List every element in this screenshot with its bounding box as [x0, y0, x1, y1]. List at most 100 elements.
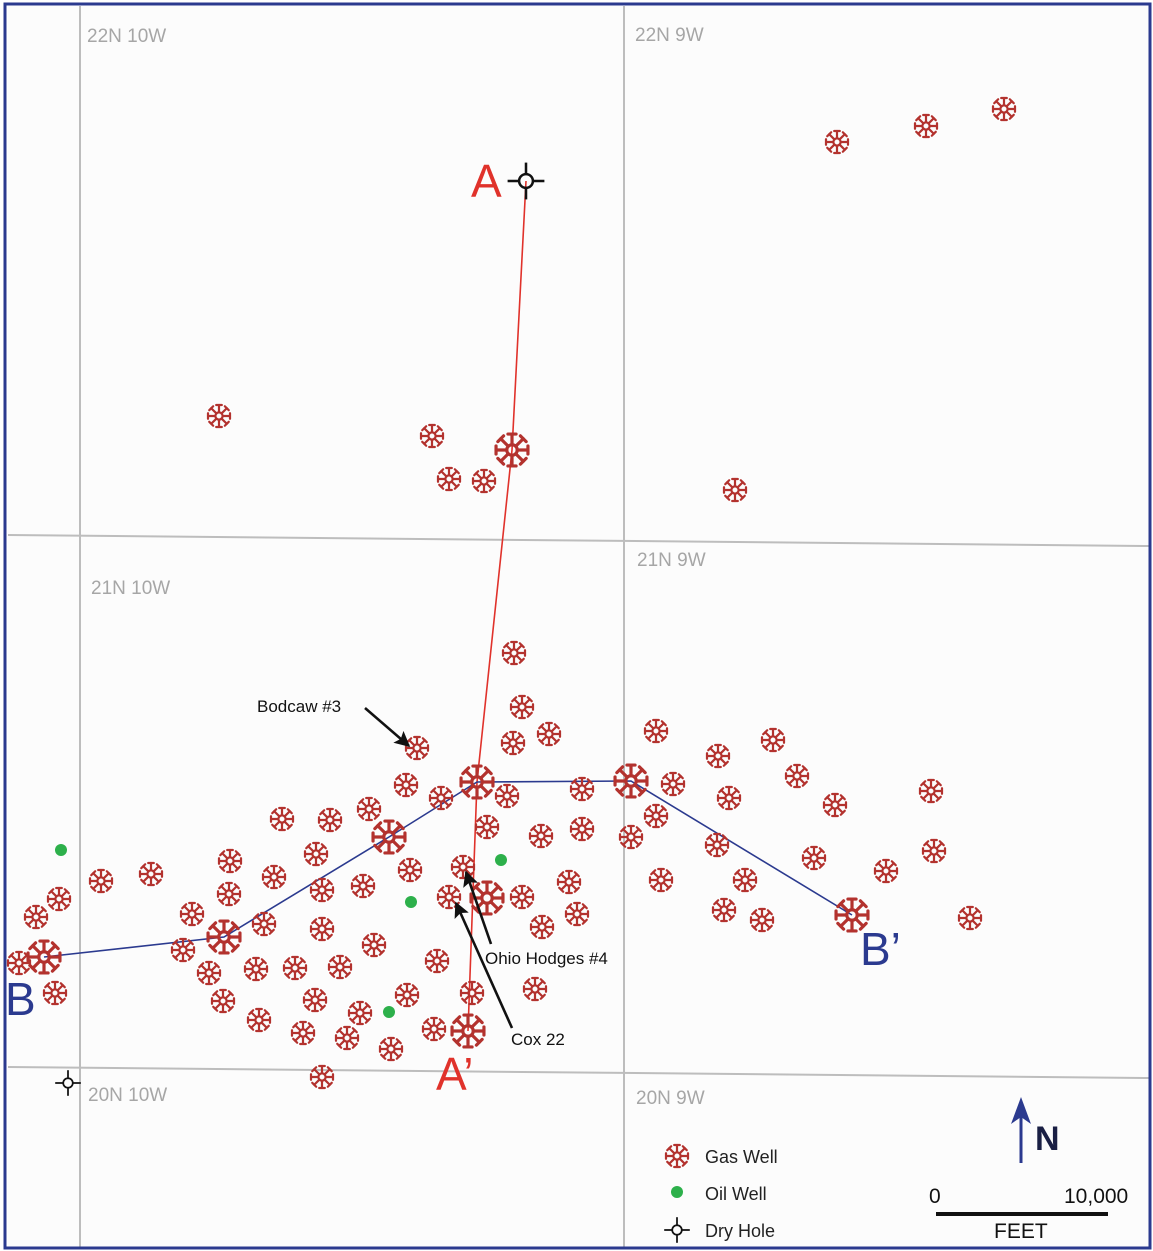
gas-well-icon: [46, 886, 72, 912]
gas-well-icon: [216, 881, 242, 907]
gas-well-icon: [459, 764, 495, 800]
scale-unit-label: FEET: [994, 1220, 1048, 1243]
section-label-a: A: [471, 155, 502, 207]
gas-well-icon: [664, 1143, 690, 1169]
grid-line-h1: [7, 534, 1150, 547]
township-grid: [7, 6, 1150, 1247]
township-label: 22N 9W: [635, 25, 704, 46]
gas-well-icon: [217, 848, 243, 874]
map-background: [8, 6, 1149, 1247]
legend-gas-well-icon: [664, 1143, 690, 1169]
gas-well-icon: [918, 778, 944, 804]
gas-well-icon: [42, 980, 68, 1006]
gas-well-icon: [618, 824, 644, 850]
oil-wells: [55, 844, 507, 1018]
gas-well-icon: [732, 867, 758, 893]
legend-dry-label: Dry Hole: [705, 1221, 775, 1241]
gas-well-icon: [309, 1064, 335, 1090]
legend-oil-well-icon: [671, 1186, 683, 1198]
dry-hole-icon: [507, 162, 545, 200]
gas-well-icon: [991, 96, 1017, 122]
gas-well-icon: [309, 916, 335, 942]
gas-well-icon: [459, 980, 485, 1006]
gas-well-icon: [350, 873, 376, 899]
gas-well-icon: [428, 785, 454, 811]
gas-well-icon: [834, 897, 870, 933]
gas-well-icon: [436, 466, 462, 492]
gas-well-icon: [419, 423, 445, 449]
north-arrow-head-icon: [1011, 1097, 1031, 1124]
callout-bodcaw-arrow: [364, 707, 411, 748]
gas-well-icon: [179, 901, 205, 927]
scale-end-label: 10,000: [1064, 1185, 1128, 1208]
gas-well-icon: [261, 864, 287, 890]
grid-line-h2: [7, 1066, 1150, 1079]
legend: Gas Well Oil Well Dry Hole: [664, 1143, 778, 1243]
gas-well-icon: [469, 880, 505, 916]
gas-well-icon: [23, 904, 49, 930]
callouts: Bodcaw #3 Ohio Hodges #4 Cox 22: [257, 697, 608, 1049]
gas-well-icon: [528, 823, 554, 849]
gas-well-icon: [613, 763, 649, 799]
gas-well-icon: [648, 867, 674, 893]
township-labels: 22N 10W 22N 9W 21N 10W 21N 9W 20N 10W 20…: [87, 25, 706, 1109]
gas-well-icon: [196, 960, 222, 986]
oil-well-icon: [495, 854, 507, 866]
oil-well-icon: [55, 844, 67, 856]
section-label-b: B: [5, 973, 36, 1025]
gas-well-icon: [347, 1000, 373, 1026]
gas-well-icon: [361, 932, 387, 958]
gas-well-icon: [474, 814, 500, 840]
section-labels: A A’ B B’: [5, 155, 901, 1100]
gas-well-icon: [471, 468, 497, 494]
dry-hole-icon: [55, 1070, 81, 1096]
gas-well-icon: [569, 816, 595, 842]
gas-well-icon: [251, 911, 277, 937]
gas-well-icon: [302, 987, 328, 1013]
gas-well-icon: [327, 954, 353, 980]
callout-ohio-arrow: [463, 870, 493, 945]
callout-ohio-label: Ohio Hodges #4: [485, 949, 608, 968]
gas-well-icon: [394, 982, 420, 1008]
gas-well-icon: [705, 743, 731, 769]
township-label: 22N 10W: [87, 26, 166, 47]
township-label: 20N 10W: [88, 1085, 167, 1106]
scale-bar-line: [936, 1212, 1108, 1216]
gas-well-icon: [500, 730, 526, 756]
gas-well-icon: [450, 1013, 486, 1049]
township-label: 20N 9W: [636, 1088, 705, 1109]
township-label: 21N 10W: [91, 578, 170, 599]
gas-well-icon: [303, 841, 329, 867]
gas-well-icon: [643, 803, 669, 829]
gas-well-icon: [436, 884, 462, 910]
gas-well-icon: [421, 1016, 447, 1042]
gas-well-icon: [206, 403, 232, 429]
north-arrow: N: [1011, 1097, 1060, 1163]
gas-well-icon: [509, 884, 535, 910]
gas-well-icon: [957, 905, 983, 931]
gas-well-icon: [210, 988, 236, 1014]
oil-well-icon: [383, 1006, 395, 1018]
legend-gas-label: Gas Well: [705, 1147, 778, 1167]
oil-well-icon: [405, 896, 417, 908]
gas-well-icon: [801, 845, 827, 871]
gas-well-icon: [529, 914, 555, 940]
gas-well-icon: [536, 721, 562, 747]
gas-well-icon: [522, 976, 548, 1002]
gas-well-icon: [921, 838, 947, 864]
gas-well-icon: [494, 432, 530, 468]
gas-well-icon: [643, 718, 669, 744]
gas-well-icon: [371, 819, 407, 855]
gas-well-icon: [873, 858, 899, 884]
gas-well-icon: [494, 783, 520, 809]
gas-well-icon: [913, 113, 939, 139]
map-frame: [3, 2, 1152, 1250]
section-label-b-prime: B’: [860, 923, 901, 975]
gas-well-icon: [138, 861, 164, 887]
gas-well-icon: [269, 806, 295, 832]
gas-wells: [6, 96, 1017, 1090]
gas-well-icon: [569, 776, 595, 802]
gas-well-icon: [749, 907, 775, 933]
gas-well-icon: [243, 956, 269, 982]
